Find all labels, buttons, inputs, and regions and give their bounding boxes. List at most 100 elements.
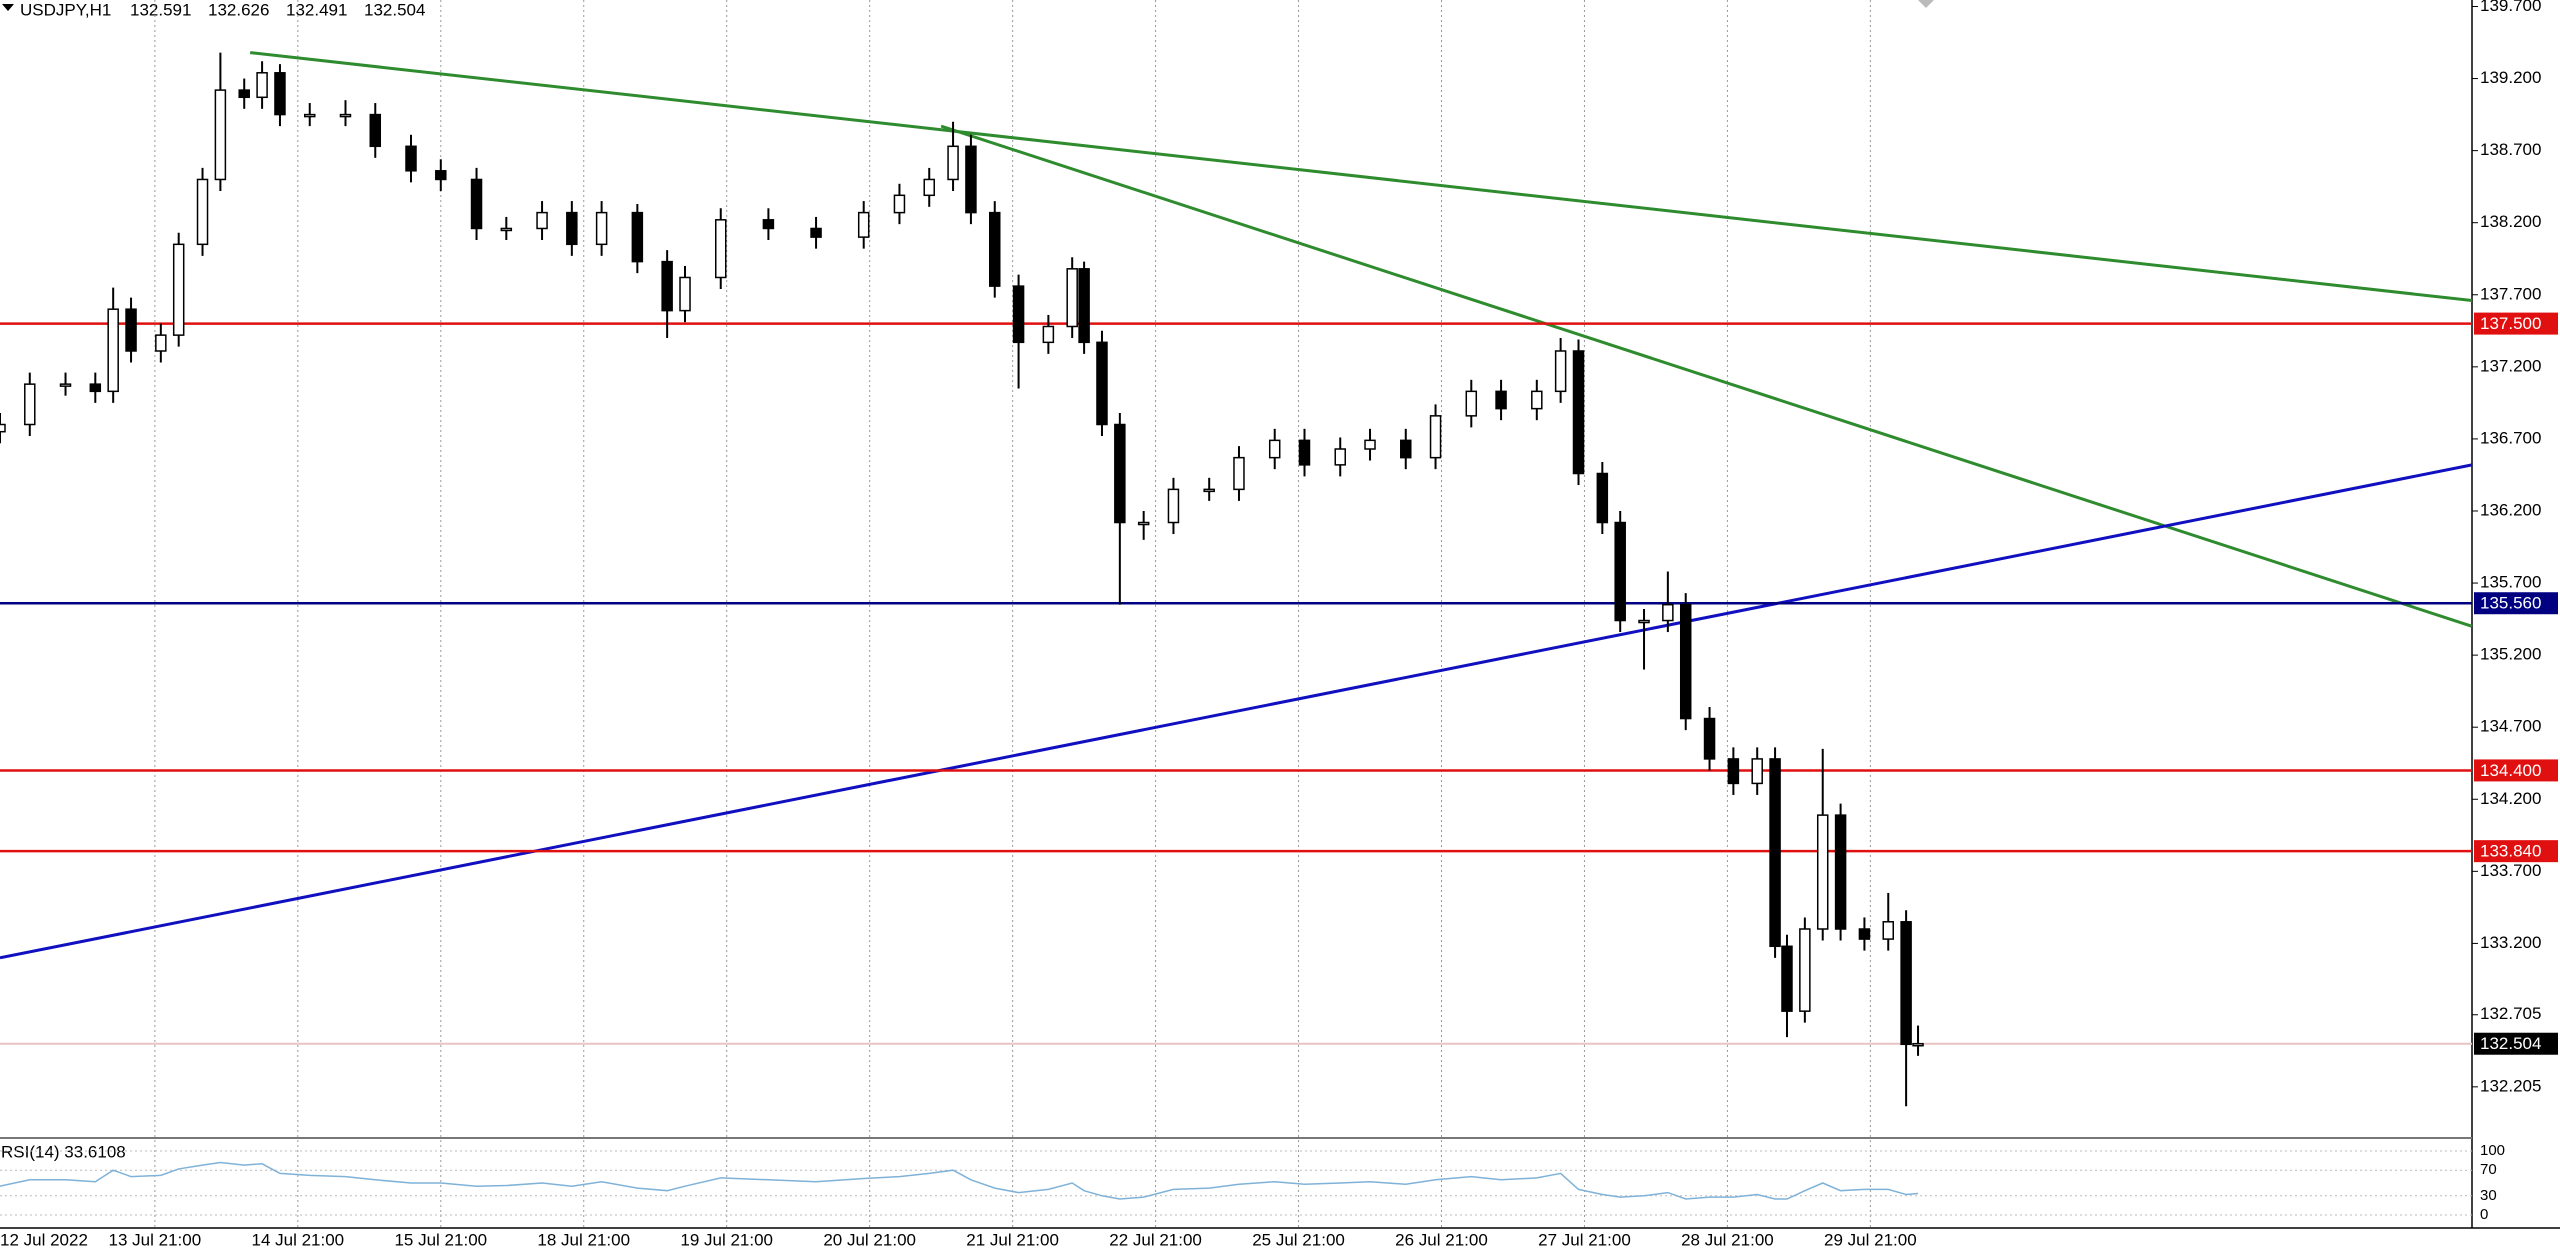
candle-body [89,383,102,393]
y-tick-label: 133.700 [2480,861,2541,880]
candle-body [369,113,382,148]
candle-body [947,145,959,181]
y-tick-label: 136.700 [2480,428,2541,447]
candle-body [1137,521,1150,526]
candle-body [923,178,935,197]
candle-body [1834,814,1847,930]
candle-body [1042,325,1055,344]
x-tick-label: 19 Jul 21:00 [680,1230,773,1249]
candle-body [1572,350,1585,475]
candle-body [214,89,227,181]
candle-body [1268,439,1281,459]
y-tick-label: 134.200 [2480,789,2541,808]
y-tick-label: 132.205 [2480,1076,2541,1095]
level-label: 137.500 [2480,314,2541,333]
candle-body [1233,456,1245,491]
candle-body [1769,758,1781,948]
level-label: 133.840 [2480,842,2541,861]
x-tick-label: 29 Jul 21:00 [1824,1230,1917,1249]
candle-body [1078,268,1090,344]
y-tick-label: 137.200 [2480,356,2541,375]
candle-body [631,211,644,263]
candle-body [107,308,119,393]
candle-body [1858,928,1871,940]
y-tick-label: 138.700 [2480,140,2541,159]
x-tick-label: 22 Jul 21:00 [1109,1230,1202,1249]
y-tick-label: 139.700 [2480,0,2541,15]
candle-body [155,334,167,352]
candle-body [1882,921,1895,940]
y-tick-label: 138.200 [2480,212,2541,231]
candle-body [566,211,578,246]
bid-label: 132.504 [2480,1034,2541,1053]
y-tick-label: 139.200 [2480,68,2541,87]
candle-body [989,211,1001,287]
level-tag [2474,759,2558,782]
candle-body [1816,814,1829,930]
rsi-tick-label: 70 [2480,1161,2497,1178]
candle-body [661,260,673,312]
candle-body [0,423,6,433]
quote-value: 132.504 [364,0,425,19]
candle-body [1638,619,1650,624]
y-tick-label: 133.200 [2480,933,2541,952]
candle-body [1096,341,1108,426]
candle-body [1167,488,1180,524]
level-tag [2474,312,2558,335]
candle-body [405,145,417,172]
y-tick-label: 135.200 [2480,645,2541,664]
candle-body [1662,603,1674,622]
candle-body [1781,945,1793,1012]
candle-body [1554,350,1567,393]
x-tick-label: 25 Jul 21:00 [1252,1230,1345,1249]
x-tick-label: 28 Jul 21:00 [1681,1230,1774,1249]
quote-value: 132.491 [286,0,347,19]
rsi-tick-label: 30 [2480,1187,2497,1204]
candle-body [679,276,691,312]
candle-body [1012,285,1025,344]
candle-body [1066,268,1078,328]
candle-body [1614,521,1626,622]
symbol: USDJPY,H1 [20,0,111,19]
level-tag [2474,592,2558,615]
x-tick-label: 20 Jul 21:00 [823,1230,916,1249]
menu-triangle[interactable] [2,4,14,11]
trendline [940,124,2473,628]
x-tick-label: 13 Jul 21:00 [109,1230,202,1249]
scroll-marker [1918,0,1934,8]
candle-body [965,145,977,214]
candle-body [1400,439,1412,459]
candle-body [536,211,548,230]
x-tick-label: 12 Jul 2022 [0,1230,88,1249]
candle-body [1912,1042,1924,1047]
quote-value: 132.626 [208,0,269,19]
x-tick-label: 27 Jul 21:00 [1538,1230,1631,1249]
candle-body [715,219,727,279]
candle-body [1799,928,1811,1012]
trendline [0,463,2473,960]
rsi-line [0,1161,1919,1200]
candle-body [274,72,286,116]
candle-body [1751,758,1763,785]
candle-body [1900,921,1912,1046]
rsi-tick-label: 0 [2480,1206,2488,1223]
candle-body [1298,439,1311,466]
candle-body [857,211,870,238]
candle-body [256,72,268,99]
candle-body [1703,717,1716,760]
candle-body [196,178,209,246]
candle-body [24,383,36,426]
candle-body [595,211,608,246]
y-tick-label: 134.700 [2480,717,2541,736]
x-tick-label: 21 Jul 21:00 [966,1230,1059,1249]
candle-body [339,113,352,118]
candle-body [893,194,906,214]
y-tick-label: 137.700 [2480,284,2541,303]
candle-body [125,308,137,352]
candle-body [1364,439,1376,450]
candle-body [435,170,447,181]
bid-tag [2474,1032,2558,1055]
y-tick-label: 135.700 [2480,573,2541,592]
